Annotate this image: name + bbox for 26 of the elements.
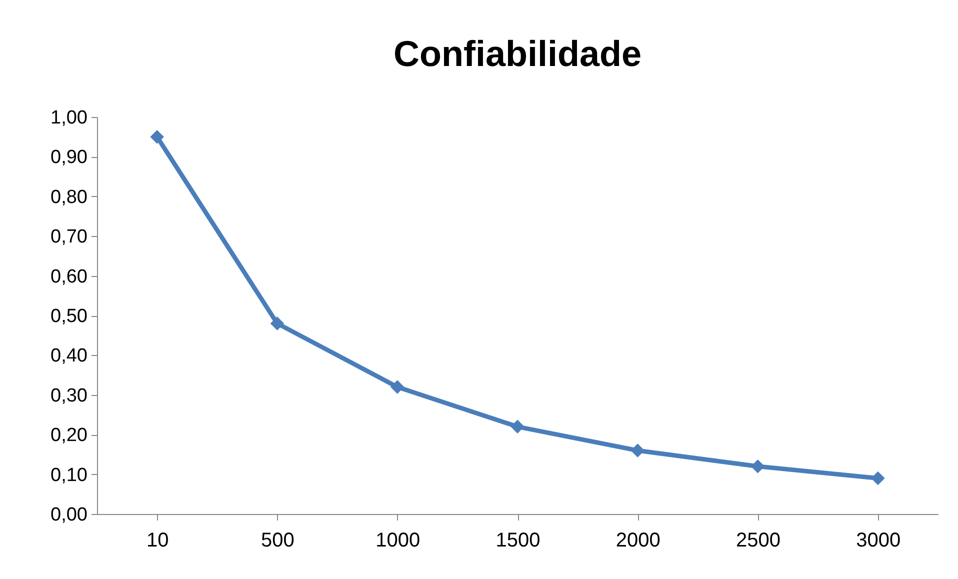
point [510,420,524,434]
y-tick-label: 0,00 [50,504,88,526]
x-tick-label: 500 [261,530,294,552]
x-tick-label: 2500 [736,530,781,552]
point [390,380,404,394]
x-tick-label: 3000 [856,530,901,552]
point [150,130,164,144]
y-tick-label: 0,30 [50,385,88,406]
point [750,459,765,474]
y-tick-label: 0,20 [50,425,88,446]
y-tick-label: 0,70 [50,226,88,248]
y-tick-label: 0,90 [50,147,88,168]
x-tick-label: 1000 [376,530,420,552]
x-tick-label: 2000 [616,530,660,552]
y-tick-label: 0,40 [50,346,88,367]
y-tick-label: 1,00 [50,108,88,128]
y-tick-label: 0,60 [50,266,88,288]
y-tick-label: 0,50 [50,306,88,327]
y-tick-label: 0,10 [50,464,88,486]
y-tick-label: 0,80 [50,186,88,208]
point [630,444,645,458]
chart-title: Confiabilidade [393,33,642,74]
point [270,316,284,330]
x-tick-label: 1500 [496,530,540,552]
x-tick-label: 10 [146,530,169,552]
point [871,471,885,486]
